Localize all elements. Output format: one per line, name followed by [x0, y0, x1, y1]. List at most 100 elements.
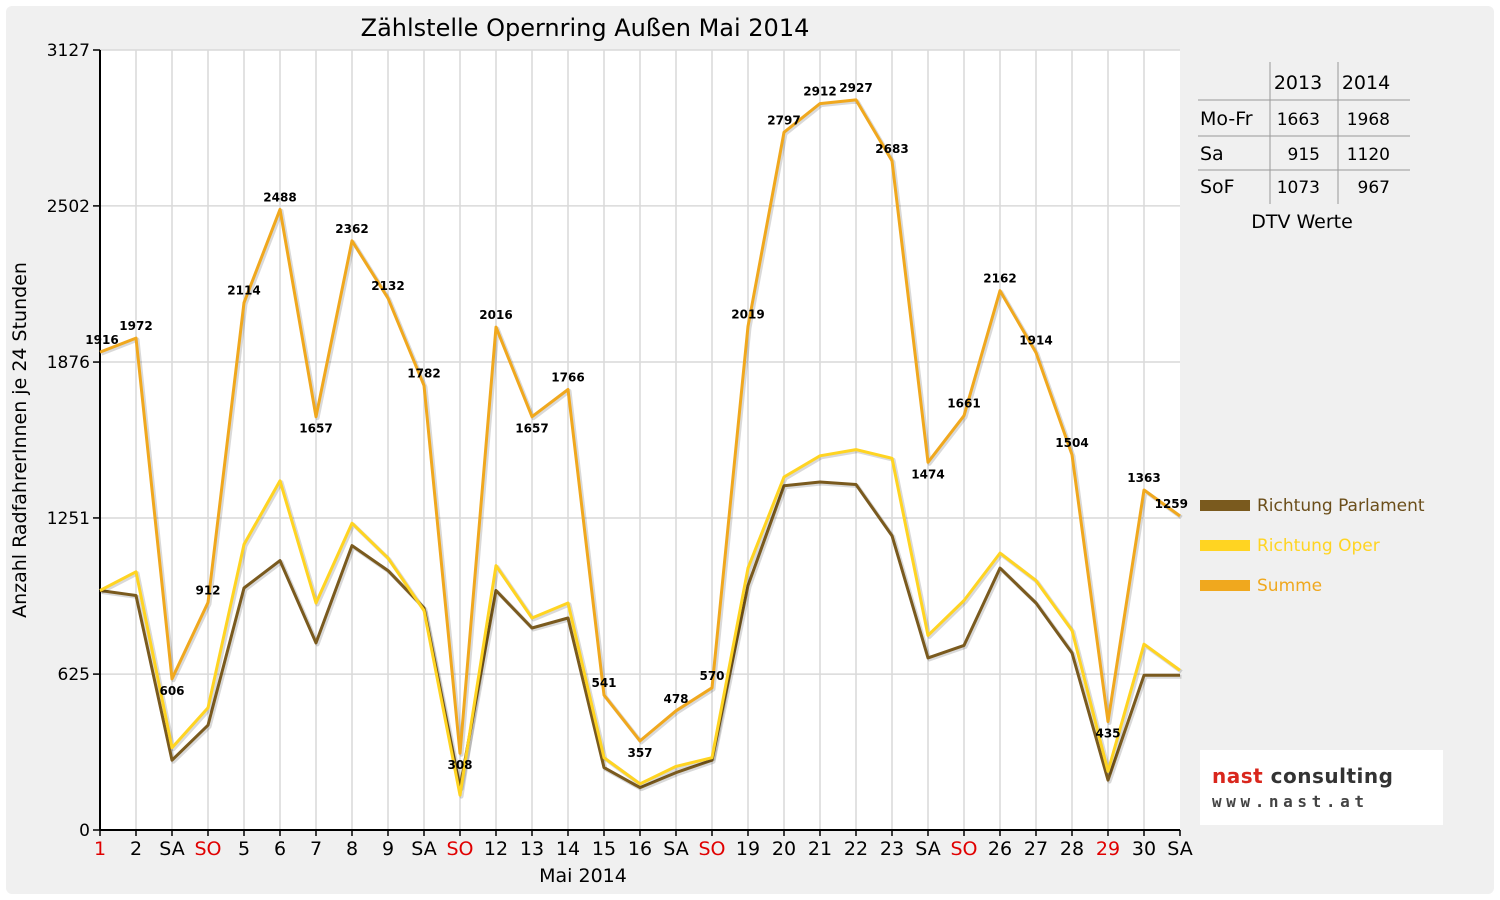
data-label: 2132 — [371, 279, 404, 293]
data-label: 2362 — [335, 222, 368, 236]
x-tick-label: 14 — [556, 838, 580, 860]
y-tick-label: 1876 — [47, 353, 90, 373]
dtv-row-label: SoF — [1200, 176, 1235, 198]
x-tick-labels: 1 2 SA SO 5 6 7 8 9 SA SO 12 13 14 15 16 SA SO 19 20 21 22 23 S… — [94, 838, 1193, 860]
legend-swatch-summe — [1200, 580, 1250, 591]
logo: nast consulting www.nast.at — [1200, 750, 1443, 825]
legend-label-parlament: Richtung Parlament — [1257, 496, 1425, 516]
data-label: 1661 — [947, 397, 980, 411]
y-tick-label: 2502 — [47, 197, 90, 217]
dtv-cell: 1120 — [1347, 145, 1390, 165]
axes — [93, 49, 1181, 836]
x-tick-label: 15 — [592, 838, 616, 860]
dtv-cell: 967 — [1358, 178, 1390, 198]
logo-wordmark: nast consulting — [1212, 764, 1393, 788]
x-tick-label: 19 — [736, 838, 760, 860]
x-tick-label: SO — [950, 838, 977, 860]
data-label: 1914 — [1019, 334, 1052, 348]
x-tick-label: 9 — [382, 838, 394, 860]
dtv-cell: 1968 — [1347, 110, 1390, 130]
x-tick-label: 16 — [628, 838, 652, 860]
x-tick-label: 1 — [94, 838, 106, 860]
series-line-parlament — [99, 480, 1180, 790]
data-label: 1766 — [551, 370, 584, 384]
x-tick-label: 26 — [988, 838, 1012, 860]
logo-url: www.nast.at — [1212, 792, 1369, 811]
data-label: 308 — [447, 758, 472, 772]
x-axis-title: Mai 2014 — [539, 865, 627, 887]
x-tick-label: SA — [915, 838, 940, 860]
gridlines — [100, 49, 1180, 830]
data-label: 2019 — [731, 307, 764, 321]
x-tick-label: SO — [446, 838, 473, 860]
x-tick-label: 28 — [1060, 838, 1084, 860]
data-label: 357 — [627, 746, 652, 760]
series-line-oper — [99, 448, 1181, 797]
x-tick-label: 21 — [808, 838, 832, 860]
data-label: 2162 — [983, 272, 1016, 286]
logo-name-part1: nast — [1212, 764, 1264, 788]
x-tick-label: SO — [194, 838, 221, 860]
series-line-summe — [99, 98, 1181, 755]
x-tick-label: SA — [1167, 838, 1192, 860]
y-tick-label: 0 — [79, 821, 90, 841]
y-axis-title: Anzahl RadfahrerInnen je 24 Stunden — [9, 262, 31, 618]
data-label: 2797 — [767, 113, 800, 127]
dtv-cell: 915 — [1288, 145, 1320, 165]
x-tick-label: 23 — [880, 838, 904, 860]
dtv-header-2014: 2014 — [1342, 72, 1390, 94]
x-tick-label: 5 — [238, 838, 250, 860]
dtv-row-label: Mo-Fr — [1200, 108, 1253, 130]
y-tick-label: 1251 — [47, 509, 90, 529]
x-tick-label: 2 — [130, 838, 142, 860]
data-label: 1657 — [515, 422, 548, 436]
x-tick-label: SA — [411, 838, 436, 860]
chart-title: Zählstelle Opernring Außen Mai 2014 — [361, 14, 810, 42]
data-label: 2927 — [839, 81, 872, 95]
dtv-table: 2013 2014 Mo-Fr 1663 1968 Sa 915 1120 So… — [1198, 62, 1410, 233]
data-label: 1782 — [407, 366, 440, 380]
legend-swatch-parlament — [1200, 500, 1250, 511]
data-label: 1474 — [911, 467, 944, 481]
data-label: 541 — [591, 676, 616, 690]
y-tick-label: 625 — [58, 665, 90, 685]
x-tick-label: 30 — [1132, 838, 1156, 860]
data-label: 435 — [1095, 726, 1120, 740]
y-tick-labels: 0 625 1251 1876 2502 3127 — [47, 41, 90, 841]
x-tick-label: 22 — [844, 838, 868, 860]
data-label: 1504 — [1055, 436, 1088, 450]
x-tick-label: 29 — [1096, 838, 1120, 860]
data-label: 1259 — [1155, 497, 1188, 511]
x-tick-label: SA — [159, 838, 184, 860]
x-tick-label: 6 — [274, 838, 286, 860]
x-tick-label: SO — [698, 838, 725, 860]
y-tick-label: 3127 — [47, 41, 90, 61]
data-label: 2912 — [803, 85, 836, 99]
legend-swatch-oper — [1200, 540, 1250, 551]
dtv-cell: 1073 — [1277, 178, 1320, 198]
dtv-row-label: Sa — [1200, 143, 1224, 165]
legend-label-summe: Summe — [1257, 576, 1322, 596]
x-tick-label: 7 — [310, 838, 322, 860]
dtv-header-2013: 2013 — [1274, 72, 1322, 94]
dtv-cell: 1663 — [1277, 110, 1320, 130]
x-tick-label: 13 — [520, 838, 544, 860]
data-label: 1916 — [85, 333, 118, 347]
x-tick-label: 8 — [346, 838, 358, 860]
data-label: 2683 — [875, 142, 908, 156]
data-label: 570 — [699, 669, 724, 683]
x-tick-label: SA — [663, 838, 688, 860]
legend-label-oper: Richtung Oper — [1257, 536, 1380, 556]
data-label: 2114 — [227, 284, 260, 298]
data-label: 606 — [159, 684, 184, 698]
dtv-caption: DTV Werte — [1251, 211, 1353, 233]
x-tick-label: 12 — [484, 838, 508, 860]
logo-name-part2: consulting — [1263, 764, 1394, 788]
x-tick-label: 20 — [772, 838, 796, 860]
data-label: 2488 — [263, 190, 296, 204]
data-label: 1363 — [1127, 471, 1160, 485]
data-label: 478 — [663, 692, 688, 706]
data-label: 1972 — [119, 319, 152, 333]
